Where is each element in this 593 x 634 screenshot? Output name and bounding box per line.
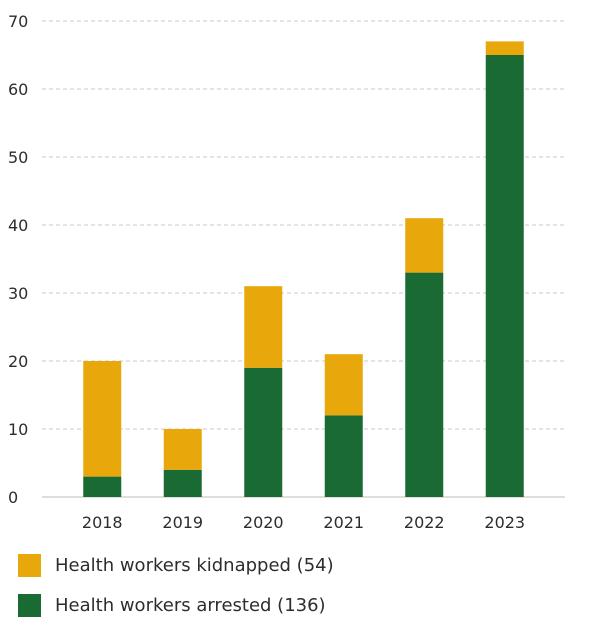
bar-kidnapped-2020 [244, 286, 283, 368]
bar-kidnapped-2023 [485, 41, 524, 55]
legend-swatch-arrested [18, 593, 41, 617]
bar-kidnapped-2022 [405, 218, 444, 273]
y-tick-label-40: 40 [8, 216, 28, 235]
y-tick-label-30: 30 [8, 284, 28, 303]
legend-item-arrested: Health workers arrested (136) [18, 592, 334, 618]
bar-arrested-2023 [485, 55, 524, 497]
bar-arrested-2021 [324, 415, 363, 497]
bar-kidnapped-2021 [324, 354, 363, 416]
y-tick-label-0: 0 [8, 488, 18, 507]
legend-label-kidnapped: Health workers kidnapped (54) [55, 554, 334, 576]
bar-arrested-2018 [83, 476, 122, 497]
bar-arrested-2020 [244, 367, 283, 497]
legend-swatch-kidnapped [18, 553, 41, 577]
x-tick-label-2022: 2022 [404, 513, 445, 532]
bar-arrested-2019 [163, 469, 202, 497]
x-tick-label-2023: 2023 [484, 513, 525, 532]
stacked-bar-chart: 0 10 20 30 40 50 60 70 2018 2019 2020 2021 2022 2023 [8, 12, 565, 532]
bar-arrested-2022 [405, 272, 444, 497]
legend: Health workers kidnapped (54) Health wor… [18, 552, 334, 632]
legend-item-kidnapped: Health workers kidnapped (54) [18, 552, 334, 578]
x-tick-label-2021: 2021 [323, 513, 364, 532]
legend-label-arrested: Health workers arrested (136) [55, 594, 326, 616]
y-tick-label-10: 10 [8, 420, 28, 439]
y-tick-label-70: 70 [8, 12, 28, 31]
y-tick-label-60: 60 [8, 80, 28, 99]
bar-kidnapped-2018 [83, 361, 122, 477]
y-tick-label-50: 50 [8, 148, 28, 167]
x-tick-label-2018: 2018 [82, 513, 123, 532]
y-tick-label-20: 20 [8, 352, 28, 371]
x-tick-label-2019: 2019 [162, 513, 203, 532]
bar-kidnapped-2019 [163, 429, 202, 470]
x-tick-label-2020: 2020 [243, 513, 284, 532]
